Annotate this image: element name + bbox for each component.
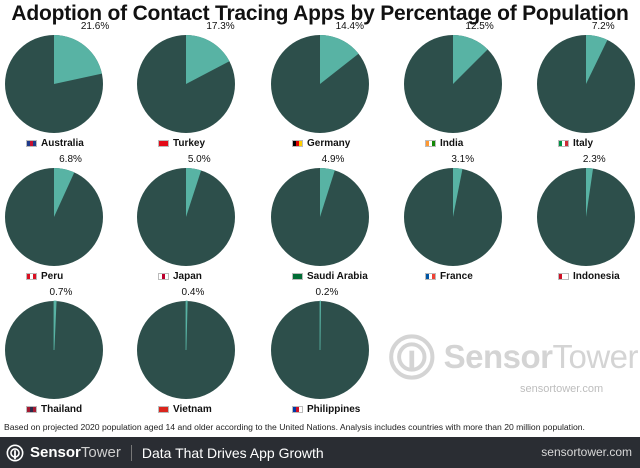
country-label-peru: Peru [26, 271, 63, 282]
pie-slice-peru [54, 168, 75, 217]
country-name: India [440, 138, 464, 149]
country-label-philippines: Philippines [292, 404, 360, 415]
flag-vietnam-icon [158, 406, 169, 413]
country-label-vietnam: Vietnam [158, 404, 212, 415]
pie-australia [5, 35, 103, 133]
country-label-italy: Italy [558, 138, 593, 149]
pct-label-peru: 6.8% [59, 154, 82, 165]
pct-label-saudi-arabia: 4.9% [321, 154, 345, 165]
flag-indonesia-icon [558, 273, 569, 280]
footer-bar: SensorTower Data That Drives App Growth … [0, 437, 640, 468]
country-label-france: France [425, 271, 473, 282]
pie-slice-thailand [53, 300, 57, 351]
chart-title: Adoption of Contact Tracing Apps by Perc… [11, 2, 629, 25]
footer-brand: SensorTower [30, 444, 121, 461]
pie-france [404, 168, 502, 266]
pie-peru [5, 168, 103, 266]
footer-divider [130, 444, 132, 461]
pie-slice-italy [586, 35, 608, 84]
pie-slice-philippines [319, 300, 322, 351]
pct-label-japan: 5.0% [187, 154, 211, 165]
country-name: Indonesia [573, 271, 620, 282]
country-name: Peru [41, 271, 64, 282]
pie-slice-germany [320, 35, 359, 84]
country-name: Turkey [173, 138, 206, 149]
pie-slice-australia [54, 35, 102, 84]
pie-india [404, 35, 502, 133]
watermark: SensorTower [388, 326, 638, 388]
flag-germany-icon [292, 140, 303, 147]
country-name: Thailand [41, 404, 83, 415]
pct-label-india: 12.5% [465, 21, 494, 32]
country-name: Germany [307, 138, 351, 149]
pct-label-vietnam: 0.4% [181, 287, 205, 298]
pie-slice-saudi-arabia [320, 168, 335, 217]
country-label-australia: Australia [26, 138, 84, 149]
flag-saudi-arabia-icon [292, 273, 303, 280]
pie-japan [137, 168, 235, 266]
country-label-japan: Japan [158, 271, 202, 282]
pie-vietnam [137, 300, 235, 399]
pie-slice-turkey [186, 35, 230, 84]
pct-label-turkey: 17.3% [206, 21, 235, 32]
country-label-indonesia: Indonesia [558, 271, 620, 282]
flag-france-icon [425, 273, 436, 280]
pie-germany [271, 35, 369, 133]
pct-label-philippines: 0.2% [315, 287, 339, 298]
country-name: Australia [41, 138, 84, 149]
pie-thailand [5, 300, 103, 399]
pct-label-france: 3.1% [451, 154, 475, 165]
flag-india-icon [425, 140, 436, 147]
footnote: Based on projected 2020 population aged … [4, 422, 585, 432]
country-name: Philippines [307, 404, 361, 415]
flag-italy-icon [558, 140, 569, 147]
pie-saudi-arabia [271, 168, 369, 266]
pie-italy [537, 35, 635, 133]
sensor-tower-logo-icon [389, 334, 435, 380]
pie-slice-india [453, 35, 488, 84]
pct-label-indonesia: 2.3% [582, 154, 606, 165]
country-name: Japan [173, 271, 202, 282]
flag-australia-icon [26, 140, 37, 147]
country-label-germany: Germany [292, 138, 350, 149]
country-name: Saudi Arabia [307, 271, 368, 282]
pie-slice-japan [186, 168, 202, 217]
country-name: Italy [573, 138, 594, 149]
country-label-thailand: Thailand [26, 404, 82, 415]
pie-grid: 21.6% Australia 17.3% Turkey 14.4% Germany 12.… [5, 21, 635, 415]
country-label-saudi-arabia: Saudi Arabia [292, 271, 368, 282]
flag-peru-icon [26, 273, 37, 280]
pie-slice-indonesia [586, 168, 594, 217]
flag-thailand-icon [26, 406, 37, 413]
watermark-url: sensortower.com [520, 383, 604, 395]
sensor-tower-logo-icon [6, 444, 24, 461]
pie-slice-france [453, 168, 463, 217]
pct-label-thailand: 0.7% [49, 287, 73, 298]
country-label-turkey: Turkey [158, 138, 205, 149]
pct-label-australia: 21.6% [80, 21, 110, 32]
pie-slice-vietnam [185, 300, 188, 351]
flag-turkey-icon [158, 140, 169, 147]
footer-tagline: Data That Drives App Growth [141, 444, 324, 461]
country-label-india: India [425, 138, 463, 149]
country-name: France [440, 271, 473, 282]
pct-label-italy: 7.2% [591, 21, 615, 32]
watermark-brand: SensorTower [443, 338, 639, 375]
pie-indonesia [537, 168, 635, 266]
flag-japan-icon [158, 273, 169, 280]
pie-turkey [137, 35, 235, 133]
country-name: Vietnam [173, 404, 212, 415]
pct-label-germany: 14.4% [335, 21, 364, 32]
flag-philippines-icon [292, 406, 303, 413]
footer-url: sensortower.com [541, 445, 632, 459]
pie-philippines [271, 300, 369, 399]
